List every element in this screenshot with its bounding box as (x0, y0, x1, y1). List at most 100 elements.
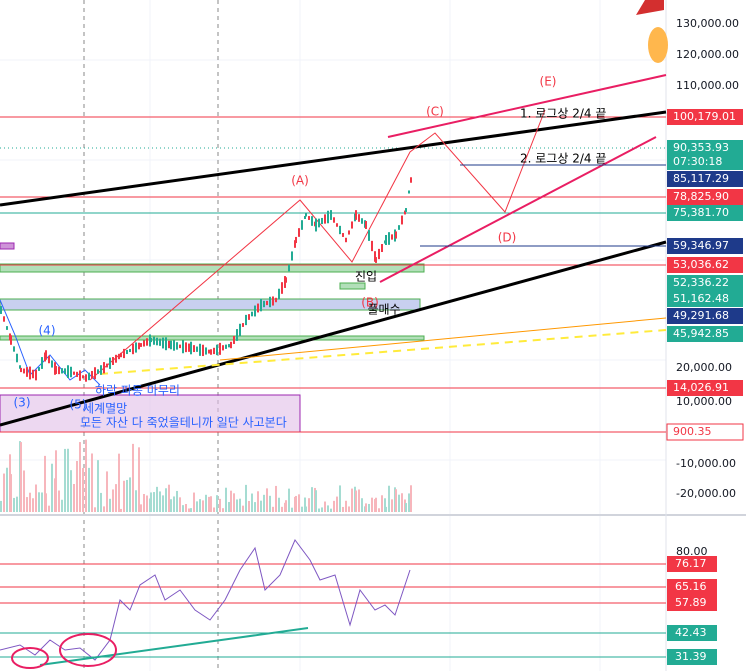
price-tag (667, 291, 743, 307)
candle (0, 306, 2, 314)
volume-bar (79, 442, 81, 512)
axis-label: 130,000.00 (676, 17, 739, 30)
candle (35, 369, 37, 381)
volume-bar (358, 489, 360, 512)
candle (351, 221, 353, 229)
candle (281, 282, 283, 294)
volume-bar (165, 488, 167, 512)
candle (324, 214, 326, 224)
volume-bar (100, 492, 102, 512)
candle (19, 365, 21, 369)
candle (16, 353, 18, 363)
volume-bar (159, 491, 161, 512)
candle (298, 228, 300, 237)
candle (120, 352, 122, 358)
candle (138, 342, 140, 350)
price-tag-label: 52,336.22 (673, 276, 729, 289)
volume-bar (269, 495, 271, 512)
candle (391, 234, 393, 240)
candle (94, 367, 96, 380)
volume-bar (233, 493, 235, 512)
price-tag-label: 100,179.01 (673, 110, 736, 123)
candle (398, 225, 400, 230)
candle (88, 372, 90, 381)
volume-bar (254, 502, 256, 512)
volume-bar (281, 506, 283, 512)
volume-bar (120, 508, 122, 512)
candle (251, 311, 253, 317)
volume-bar (208, 496, 210, 512)
candle (395, 231, 397, 239)
volume-bar (61, 499, 63, 512)
volume-bar (275, 485, 277, 512)
candle (208, 349, 210, 354)
osc-tag-label: 65.16 (675, 580, 707, 593)
volume-bar (168, 484, 170, 512)
candle (401, 215, 403, 225)
candle (67, 365, 69, 378)
candle (176, 342, 178, 350)
volume-bar (257, 491, 259, 512)
volume-bar (156, 486, 158, 512)
candle (388, 232, 390, 245)
candle (162, 337, 164, 349)
volume-bar (361, 498, 363, 512)
candle (374, 251, 376, 262)
price-tag (667, 189, 743, 205)
wave-label: (B) (361, 296, 379, 310)
candle (365, 221, 367, 229)
volume-bar (248, 500, 250, 512)
volume-bar (10, 474, 12, 512)
volume-bar (295, 495, 297, 512)
candle (103, 362, 105, 374)
candle (368, 230, 370, 241)
volume-bar (260, 500, 262, 512)
volume-bar (291, 507, 293, 512)
candle (76, 371, 78, 377)
volume-bar (188, 508, 190, 512)
volume-bar (112, 489, 114, 512)
candle (85, 374, 87, 382)
candle (91, 370, 93, 379)
candle (263, 300, 265, 308)
volume-bar (140, 504, 142, 512)
volume-bar (97, 460, 99, 512)
osc-tag (667, 625, 717, 641)
volume-bar (342, 506, 344, 512)
candle (245, 314, 247, 326)
volume-bar (91, 453, 93, 512)
candle (318, 218, 320, 228)
volume-bar (385, 506, 387, 512)
candle (216, 344, 218, 356)
volume-bar (378, 508, 380, 512)
candle (165, 337, 167, 351)
volume-bar (318, 508, 320, 512)
volume-bar (321, 507, 323, 512)
volume-bar (94, 507, 96, 512)
axis-label: -20,000.00 (676, 487, 736, 500)
volume-bar (251, 493, 253, 512)
price-tag-label: 900.35 (673, 425, 712, 438)
wave-label: (C) (426, 105, 444, 119)
candle (236, 329, 238, 341)
axis-label: -10,000.00 (676, 457, 736, 470)
volume-bar (245, 484, 247, 512)
volume-bar (6, 467, 8, 512)
candle (173, 340, 175, 351)
candle (26, 367, 28, 377)
candle (248, 314, 250, 320)
volume-bar (324, 501, 326, 512)
price-tag-label: 45,942.85 (673, 327, 729, 340)
candle (308, 216, 310, 220)
candle (257, 303, 259, 313)
price-tag-label: 75,381.70 (673, 206, 729, 219)
osc-tag (667, 579, 717, 595)
price-axis: 130,000.00 120,000.00 110,000.00 20,000.00 1… (666, 17, 744, 665)
entry-note: 진입 (355, 270, 377, 284)
price-tag-label: 07:30:18 (673, 155, 722, 168)
volume-bar (118, 453, 120, 512)
wave-label: (3) (14, 396, 31, 410)
candle (210, 349, 212, 355)
candle (315, 218, 317, 232)
candle (327, 210, 329, 224)
